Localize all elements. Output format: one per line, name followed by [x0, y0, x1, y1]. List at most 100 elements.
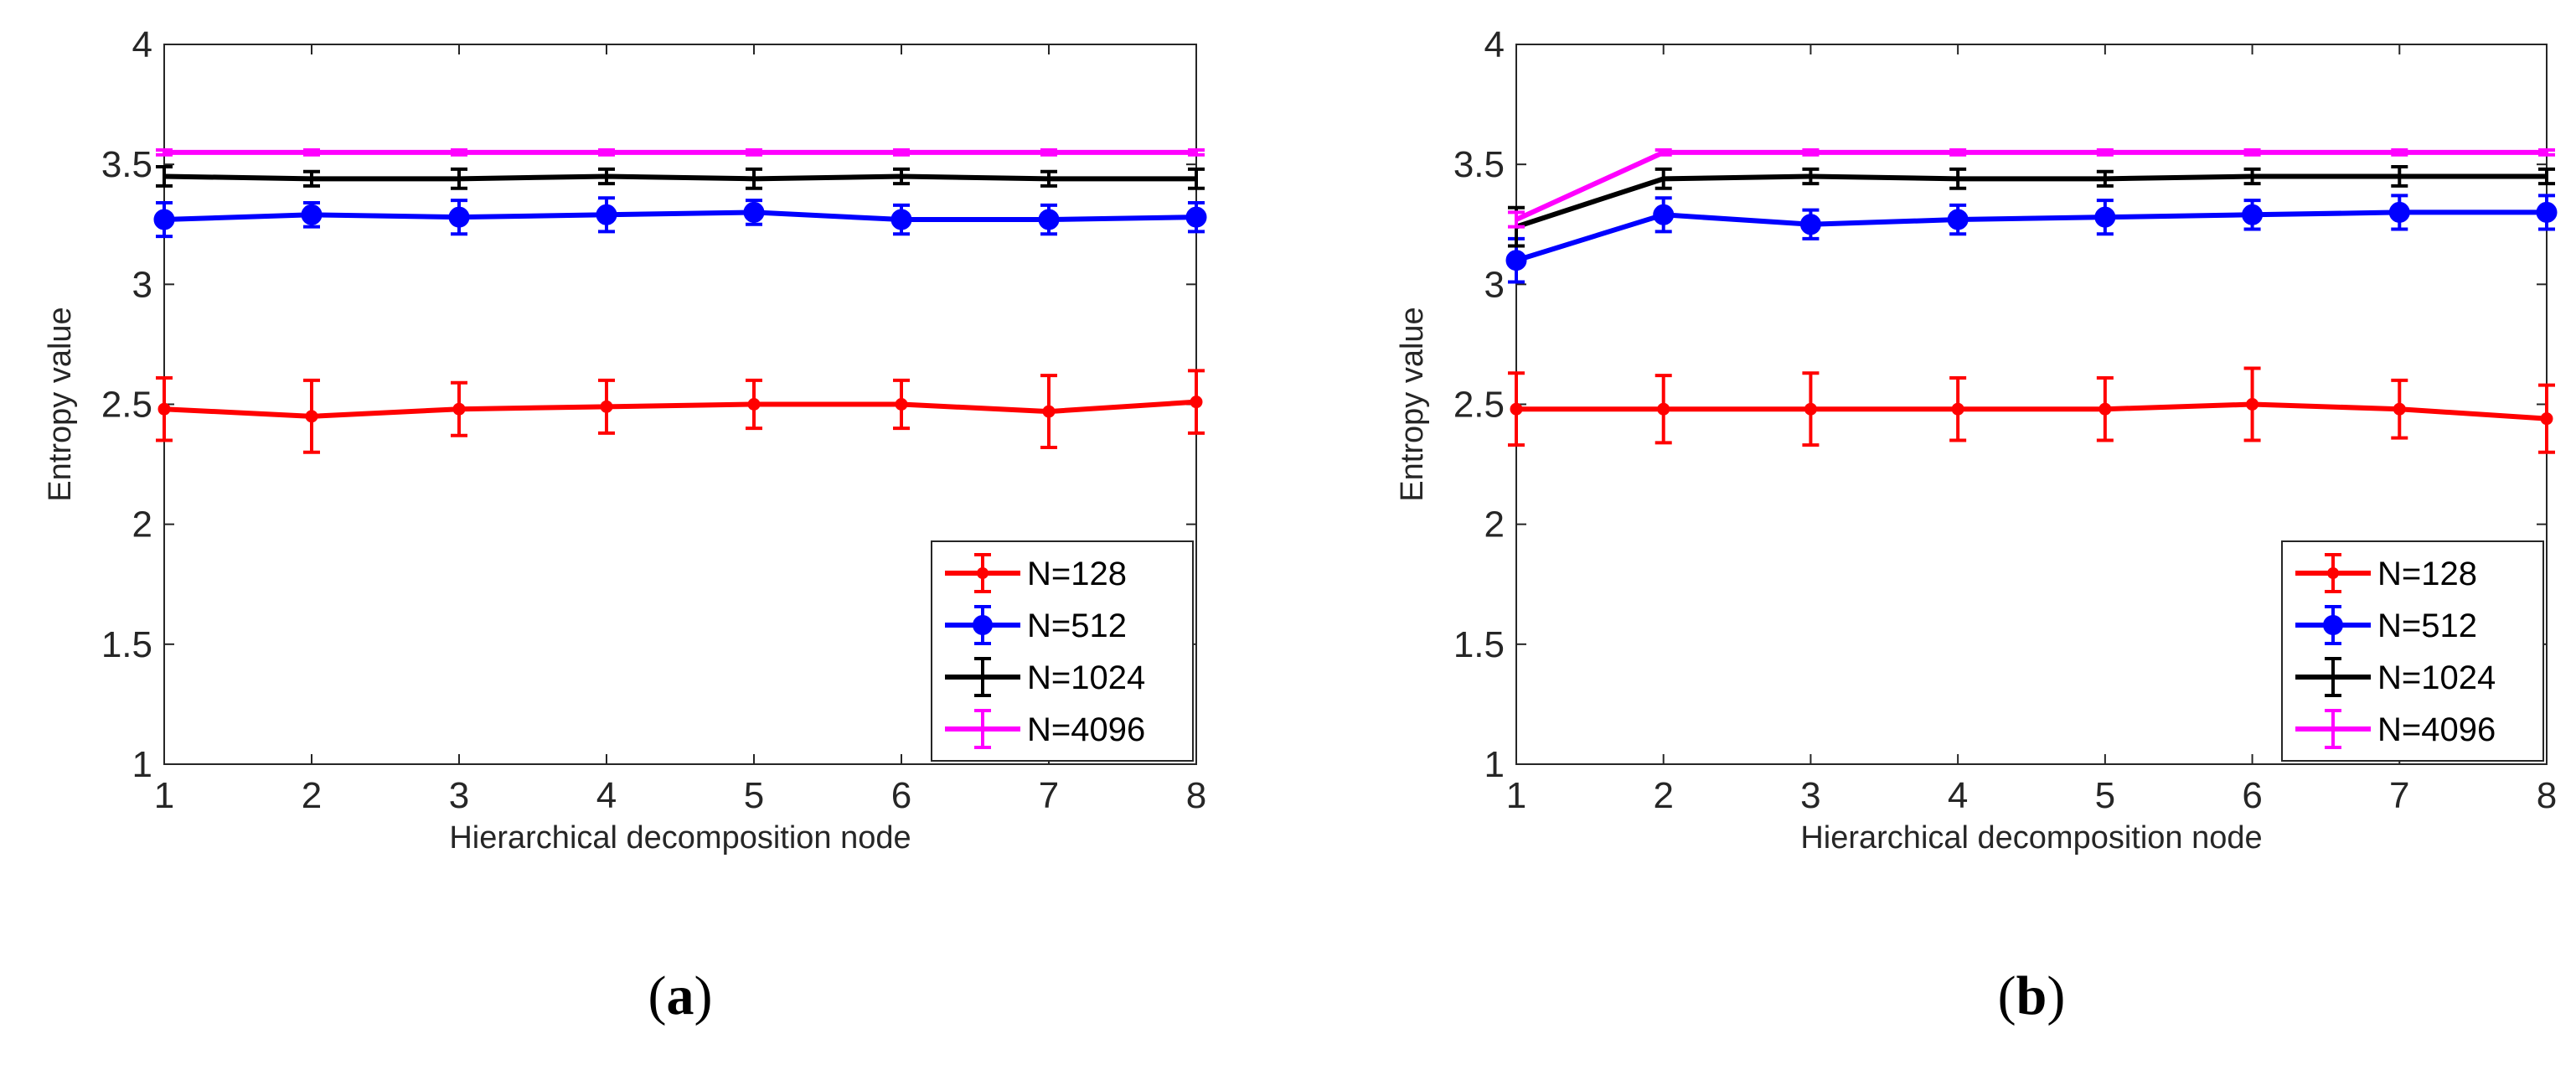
legend-entry: N=128: [1027, 556, 1127, 592]
panel-label-letter: a: [667, 965, 694, 1026]
data-point: [2098, 402, 2112, 416]
data-point: [1657, 402, 1670, 416]
data-point: [1947, 209, 1969, 230]
y-tick-label: 2: [1484, 504, 1505, 545]
panel-label-letter: b: [2016, 965, 2047, 1026]
legend-entry: N=1024: [2377, 659, 2496, 696]
chart-panel-a: 1 1.5 2 2.5 3 3.5 4 1 2 3 4 5 6 7 8 Hierarchical decomp…: [43, 24, 1207, 1026]
legend-entry: N=1024: [1027, 659, 1145, 696]
series-line: [163, 173, 1196, 182]
data-point: [301, 204, 323, 225]
series-n4096: [156, 147, 1205, 157]
data-point: [452, 402, 466, 416]
series-line: [1515, 209, 2547, 263]
x-tick-label: 3: [1800, 775, 1820, 816]
data-point: [2242, 204, 2264, 225]
legend-entry: N=4096: [1027, 711, 1145, 748]
x-tick-label: 6: [2242, 775, 2262, 816]
legend: N=128 N=512 N=1024 N=4096: [931, 540, 1194, 762]
data-point: [1505, 250, 1527, 271]
data-point: [2393, 402, 2406, 416]
series-line: [163, 399, 1197, 419]
x-tick-label: 3: [449, 775, 469, 816]
legend-entry: N=512: [1027, 607, 1127, 644]
data-point: [747, 398, 761, 411]
panel-label-open: (: [1998, 965, 2016, 1026]
x-tick-label: 2: [1653, 775, 1673, 816]
data-point: [2536, 201, 2558, 223]
y-tick-label: 3.5: [101, 144, 152, 185]
legend-entry: N=512: [2377, 607, 2477, 644]
data-point: [743, 201, 765, 223]
data-point: [596, 204, 617, 225]
y-axis-label: Entropy value: [1395, 307, 1430, 501]
series-n1024: [156, 165, 1205, 190]
y-tick-label: 2.5: [101, 385, 152, 426]
series-n1024: [1508, 165, 2555, 248]
legend-marker: [977, 567, 989, 579]
data-point: [891, 209, 912, 230]
data-point: [1653, 204, 1675, 225]
series-line: [1516, 401, 2548, 421]
legend-marker: [2323, 615, 2343, 635]
data-point: [153, 209, 175, 230]
y-tick-label: 4: [1484, 24, 1505, 65]
x-tick-label: 8: [1186, 775, 1206, 816]
series-line: [1515, 173, 2547, 230]
data-point: [1038, 209, 1060, 230]
y-tick-label: 3: [132, 264, 152, 305]
x-tick-label: 5: [744, 775, 764, 816]
y-tick-label: 4: [132, 24, 152, 65]
data-point: [448, 206, 470, 228]
data-point: [1510, 402, 1523, 416]
panel-label-close: ): [2047, 965, 2065, 1026]
data-point: [2540, 412, 2553, 426]
x-tick-label: 5: [2095, 775, 2115, 816]
x-tick-label: 6: [891, 775, 911, 816]
data-point: [1799, 214, 1821, 235]
chart-panel-b: 1 1.5 2 2.5 3 3.5 4 1 2 3 4 5 6 7 8 Hierarchical decomp…: [1395, 24, 2558, 1026]
x-tick-label: 8: [2537, 775, 2557, 816]
y-axis-label: Entropy value: [43, 307, 78, 501]
series-line: [163, 209, 1197, 223]
x-tick-label: 7: [1039, 775, 1059, 816]
panel-label: (b): [1998, 965, 2066, 1026]
data-point: [895, 398, 908, 411]
x-axis-label: Hierarchical decomposition node: [449, 820, 911, 856]
y-tick-label: 2: [132, 504, 152, 545]
data-point: [600, 400, 613, 413]
x-tick-label: 1: [154, 775, 174, 816]
x-tick-label: 1: [1506, 775, 1526, 816]
data-point: [2094, 206, 2116, 228]
series-n512: [153, 196, 1207, 239]
y-tick-label: 2.5: [1453, 385, 1505, 426]
data-point: [1804, 402, 1817, 416]
panel-label-close: ): [694, 965, 713, 1026]
y-tick-label: 1: [132, 744, 152, 785]
y-tick-label: 1.5: [1453, 624, 1505, 665]
data-point: [157, 402, 171, 416]
panel-label: (a): [648, 965, 713, 1026]
series-n128: [1508, 366, 2555, 454]
y-tick-label: 3: [1484, 264, 1505, 305]
y-tick-label: 1: [1484, 744, 1505, 785]
data-point: [2246, 398, 2259, 411]
data-point: [1190, 395, 1203, 409]
data-point: [305, 410, 318, 423]
x-tick-label: 4: [596, 775, 617, 816]
legend-entry: N=128: [2377, 556, 2477, 592]
x-tick-label: 4: [1948, 775, 1968, 816]
y-tick-label: 3.5: [1453, 144, 1505, 185]
data-point: [1042, 405, 1056, 418]
legend-entry: N=4096: [2377, 711, 2496, 748]
y-tick-label: 1.5: [101, 624, 152, 665]
x-tick-label: 7: [2389, 775, 2409, 816]
legend-marker: [973, 615, 993, 635]
series-line: [1515, 149, 2547, 222]
legend-marker: [2327, 567, 2339, 579]
legend: N=128 N=512 N=1024 N=4096: [2281, 540, 2544, 762]
legend-box: [931, 540, 1194, 762]
data-point: [2388, 201, 2410, 223]
data-point: [1185, 206, 1207, 228]
x-axis-label: Hierarchical decomposition node: [1800, 820, 2262, 856]
